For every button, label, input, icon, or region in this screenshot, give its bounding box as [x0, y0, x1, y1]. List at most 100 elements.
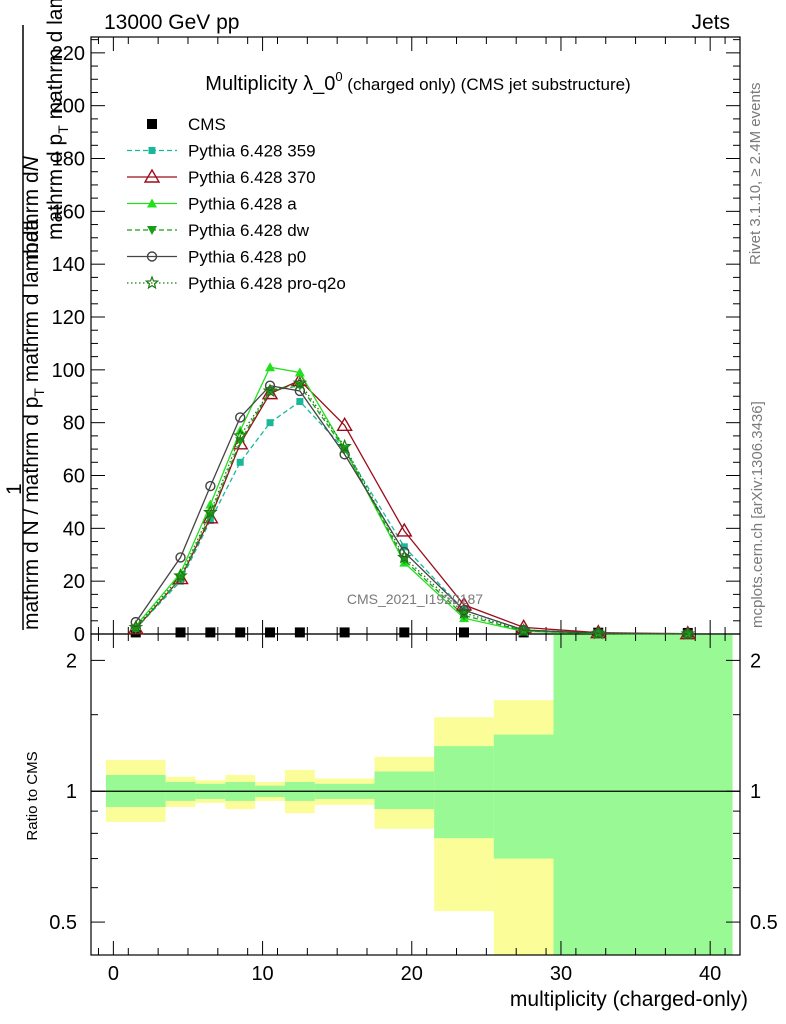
y-tick-label: 60: [63, 466, 85, 488]
data-point: [591, 625, 606, 640]
data-point: [265, 362, 276, 372]
ratio-y-tick-label-left: 2: [66, 650, 77, 672]
data-point: [264, 380, 276, 391]
legend-marker: [144, 275, 160, 290]
y-tick-label: 140: [52, 254, 85, 276]
data-point: [232, 428, 248, 443]
data-point: [203, 504, 218, 519]
ratio-panel-frame: 0 10 20 30 40 0.5 0.5 1 1 2 2: [49, 633, 778, 985]
title-main: Multiplicity λ_0: [205, 73, 335, 95]
legend-label: Pythia 6.428 p0: [188, 248, 306, 267]
legend-item: CMS: [147, 115, 226, 134]
data-point: [205, 627, 216, 638]
ratio-band-stat: [553, 634, 644, 955]
y-label-denominator: mathrm d pT mathrm d lambda: [44, 0, 71, 240]
legend-item: Pythia 6.428 a: [127, 195, 297, 214]
data-point: [205, 480, 216, 492]
series-line: [135, 379, 688, 635]
legend: CMS Pythia 6.428 359 Pythia 6.428 370 Pythi…: [127, 115, 346, 293]
chart-title: Multiplicity λ_00 (charged only) (CMS je…: [205, 69, 630, 95]
y-label-prefix-denominator: mathrm d N / mathrm d pT mathrm d lambda: [20, 218, 47, 630]
main-panel-frame: 0 20 40 60 80 100 120 140 160 180 200 220: [52, 36, 741, 646]
ratio-y-tick-label-left: 1: [66, 781, 77, 803]
legend-item: Pythia 6.428 dw: [127, 221, 310, 240]
data-point: [175, 552, 186, 563]
data-point: [456, 605, 472, 620]
y-tick-label: 40: [63, 518, 85, 540]
legend-item: Pythia 6.428 359: [127, 142, 316, 161]
data-point: [396, 522, 413, 537]
y-tick-label: 80: [63, 413, 85, 435]
data-point: [231, 435, 249, 450]
x-tick-label: 30: [550, 963, 572, 985]
y-tick-label: 220: [52, 43, 85, 65]
legend-marker: [147, 226, 157, 235]
data-point: [130, 624, 141, 634]
data-point: [294, 627, 305, 638]
ratio-band-stat: [374, 771, 435, 810]
legend-marker: [143, 168, 161, 183]
y-tick-label: 100: [52, 360, 85, 382]
data-point: [339, 627, 350, 638]
y-tick-label: 0: [74, 624, 85, 646]
series-pythia-6-428-pro-q2o: [128, 375, 696, 641]
y-tick-label: 20: [63, 571, 85, 593]
ratio-band-stat: [643, 634, 733, 955]
mcplots-info: mcplots.cern.ch [arXiv:1306.3436]: [749, 401, 766, 628]
ratio-band-stat: [493, 734, 554, 859]
watermark: CMS_2021_I1920187: [347, 591, 483, 607]
y-label-prefix-numerator: 1: [3, 483, 26, 495]
data-point: [175, 627, 186, 638]
data-point: [400, 543, 408, 551]
data-point: [265, 627, 276, 638]
legend-item: Pythia 6.428 p0: [127, 248, 306, 267]
data-point: [294, 367, 305, 377]
y-tick-label: 180: [52, 149, 85, 171]
ratio-y-tick-label-right: 0.5: [750, 912, 778, 934]
series-layer: [127, 362, 697, 641]
data-point: [294, 385, 306, 397]
data-point: [234, 412, 246, 423]
ratio-y-tick-label-right: 1: [750, 781, 761, 803]
ratio-y-label: Ratio to CMS: [24, 751, 41, 840]
data-point: [266, 419, 274, 427]
data-point: [337, 438, 352, 453]
ratio-y-tick-label-right: 2: [750, 650, 761, 672]
title-superscript: 0: [335, 69, 342, 84]
data-point: [680, 626, 696, 641]
data-point: [397, 549, 412, 564]
data-point: [236, 458, 244, 466]
data-point: [235, 627, 246, 638]
y-tick-label: 120: [52, 307, 85, 329]
ratio-y-tick-label-left: 0.5: [49, 912, 77, 934]
x-tick-label: 20: [401, 963, 423, 985]
legend-item: Pythia 6.428 pro-q2o: [127, 274, 346, 293]
legend-marker: [146, 251, 158, 262]
data-point: [262, 383, 278, 398]
legend-marker: [148, 147, 156, 154]
ratio-band-stat: [434, 746, 494, 839]
rivet-info: Rivet 3.1.10, ≥ 2.4M events: [747, 83, 764, 266]
ratio-bands: [105, 634, 733, 955]
legend-label: Pythia 6.428 dw: [188, 221, 310, 240]
y-tick-label: 160: [52, 201, 85, 223]
data-point: [458, 627, 469, 638]
data-point: [516, 622, 531, 637]
data-point: [292, 375, 308, 390]
legend-item: Pythia 6.428 370: [127, 168, 316, 187]
data-point: [261, 385, 279, 400]
y-label-numerator: mathrm dN: [20, 155, 43, 260]
y-axis-label: mathrm d N / mathrm d pT mathrm d lambda…: [3, 0, 71, 630]
energy-label: 13000 GeV pp: [104, 11, 239, 34]
x-tick-label: 10: [251, 963, 273, 985]
legend-label: Pythia 6.428 pro-q2o: [188, 274, 346, 293]
x-tick-label: 0: [108, 963, 119, 985]
y-tick-label: 200: [52, 96, 85, 118]
category-label: Jets: [691, 11, 730, 34]
legend-label: Pythia 6.428 359: [188, 142, 316, 161]
data-point: [206, 516, 214, 524]
data-point: [128, 619, 144, 634]
ratio-panel-border: [90, 633, 741, 956]
legend-label: Pythia 6.428 370: [188, 168, 316, 187]
